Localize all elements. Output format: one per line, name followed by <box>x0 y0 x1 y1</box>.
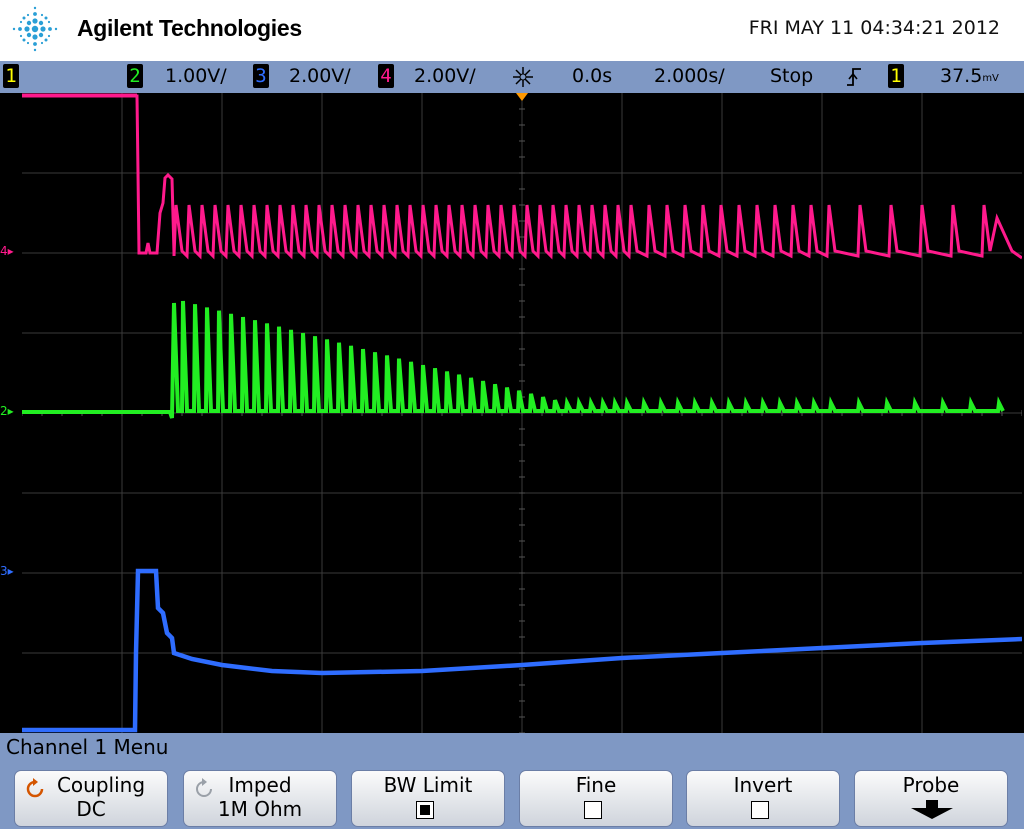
waveform-display[interactable] <box>22 93 1022 733</box>
impedance-value: 1M Ohm <box>217 797 303 821</box>
timebase-scale: 2.000s/ <box>654 65 725 87</box>
ch3-ground-marker[interactable]: 3▸ <box>0 564 14 578</box>
impedance-softkey[interactable]: Imped 1M Ohm <box>183 770 337 827</box>
fine-checkbox[interactable] <box>584 801 602 819</box>
brand-name: Agilent Technologies <box>77 15 302 41</box>
ch2-indicator[interactable]: 2 <box>127 64 143 88</box>
invert-label: Invert <box>733 773 793 797</box>
invert-checkbox[interactable] <box>751 801 769 819</box>
trigger-level: 37.5mV <box>940 65 999 87</box>
ch4-ground-marker[interactable]: 4▸ <box>0 244 14 258</box>
ch3-indicator[interactable]: 3 <box>253 64 269 88</box>
ch3-scale: 2.00V/ <box>289 65 351 87</box>
ch3-marker-label: 3 <box>0 564 8 578</box>
ch4-trace <box>22 94 1022 260</box>
ch2-marker-label: 2 <box>0 404 8 418</box>
trigger-position-marker <box>516 93 528 101</box>
agilent-spark-logo-icon <box>12 6 58 52</box>
bw-limit-label: BW Limit <box>383 773 473 797</box>
ch2-scale: 1.00V/ <box>165 65 227 87</box>
rotate-arrow-icon <box>26 778 44 798</box>
graticule <box>22 93 1022 733</box>
fine-softkey[interactable]: Fine <box>519 770 673 827</box>
ch4-scale: 2.00V/ <box>414 65 476 87</box>
menu-title: Channel 1 Menu <box>6 735 169 759</box>
delay-icon <box>513 67 533 87</box>
bw-limit-checkbox[interactable] <box>416 801 434 819</box>
probe-label: Probe <box>902 773 960 797</box>
down-arrow-icon <box>911 800 953 819</box>
header: Agilent Technologies FRI MAY 11 04:34:21… <box>0 0 1024 61</box>
ch1-indicator[interactable]: 1 <box>3 64 19 88</box>
probe-softkey[interactable]: Probe <box>854 770 1008 827</box>
ch2-trace <box>22 300 1005 419</box>
horizontal-delay: 0.0s <box>572 65 613 87</box>
bw-limit-softkey[interactable]: BW Limit <box>351 770 505 827</box>
ch3-trace <box>22 568 1022 733</box>
fine-label: Fine <box>575 773 617 797</box>
date-time: FRI MAY 11 04:34:21 2012 <box>748 17 1000 39</box>
run-state: Stop <box>770 65 814 87</box>
ch4-marker-label: 4 <box>0 244 8 258</box>
ch2-ground-marker[interactable]: 2▸ <box>0 404 14 418</box>
status-bar: 1 2 1.00V/ 3 2.00V/ 4 2.00V/ 0.0s 2.000s… <box>0 61 1024 93</box>
invert-softkey[interactable]: Invert <box>686 770 840 827</box>
ch4-indicator[interactable]: 4 <box>378 64 394 88</box>
coupling-softkey[interactable]: Coupling DC <box>14 770 168 827</box>
trigger-level-unit: mV <box>982 73 999 84</box>
rising-edge-icon <box>847 68 861 86</box>
impedance-label: Imped <box>228 773 292 797</box>
trigger-source[interactable]: 1 <box>888 64 904 88</box>
coupling-value: DC <box>76 797 106 821</box>
coupling-label: Coupling <box>56 773 146 797</box>
softkey-menu: Channel 1 Menu Coupling DC Imped 1M Ohm … <box>0 733 1024 829</box>
rotate-arrow-icon <box>196 778 212 797</box>
